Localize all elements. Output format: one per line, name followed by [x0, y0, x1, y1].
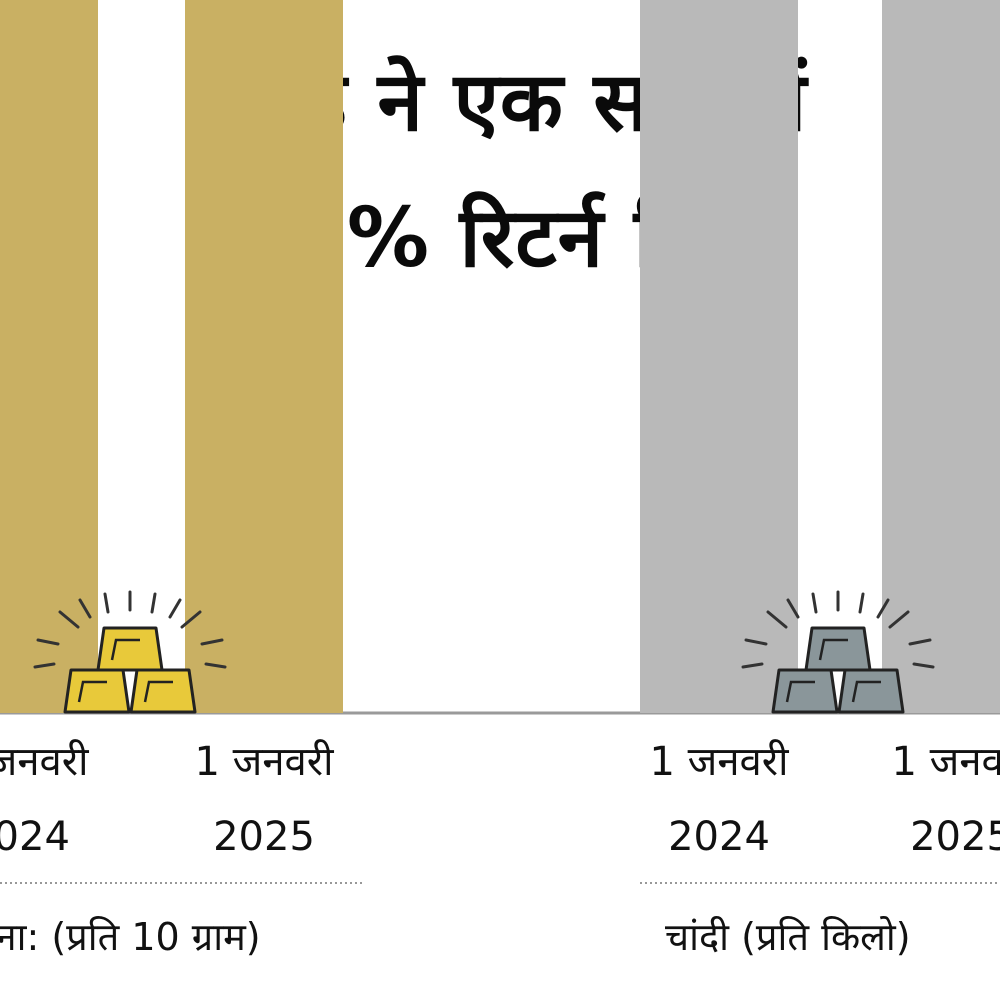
gold-bars-icon [33, 590, 227, 714]
category-year-1-1: 2025 [910, 814, 1000, 860]
bar-1-0 [640, 0, 798, 713]
category-year-1-0: 2024 [668, 814, 770, 860]
category-year-0-1: 2025 [213, 814, 315, 860]
category-label-1-1: 1 जनवरी [891, 739, 1000, 785]
caption-1: चांदी (प्रति किलो) [665, 915, 911, 959]
category-label-1-0: 1 जनवरी [649, 739, 789, 785]
category-label-0-0: 1 जनवरी [0, 739, 89, 785]
silver-bars-icon [741, 590, 935, 714]
category-year-0-0: 2024 [0, 814, 70, 860]
bar-0-0 [0, 0, 98, 714]
bar-1-1 [882, 0, 1000, 713]
bar-0-1 [185, 0, 343, 713]
category-label-0-1: 1 जनवरी [194, 739, 334, 785]
caption-0: सोना: (प्रति 10 ग्राम) [0, 915, 261, 959]
